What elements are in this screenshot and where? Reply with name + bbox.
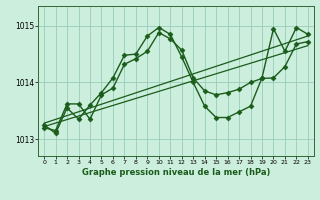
X-axis label: Graphe pression niveau de la mer (hPa): Graphe pression niveau de la mer (hPa) [82, 168, 270, 177]
